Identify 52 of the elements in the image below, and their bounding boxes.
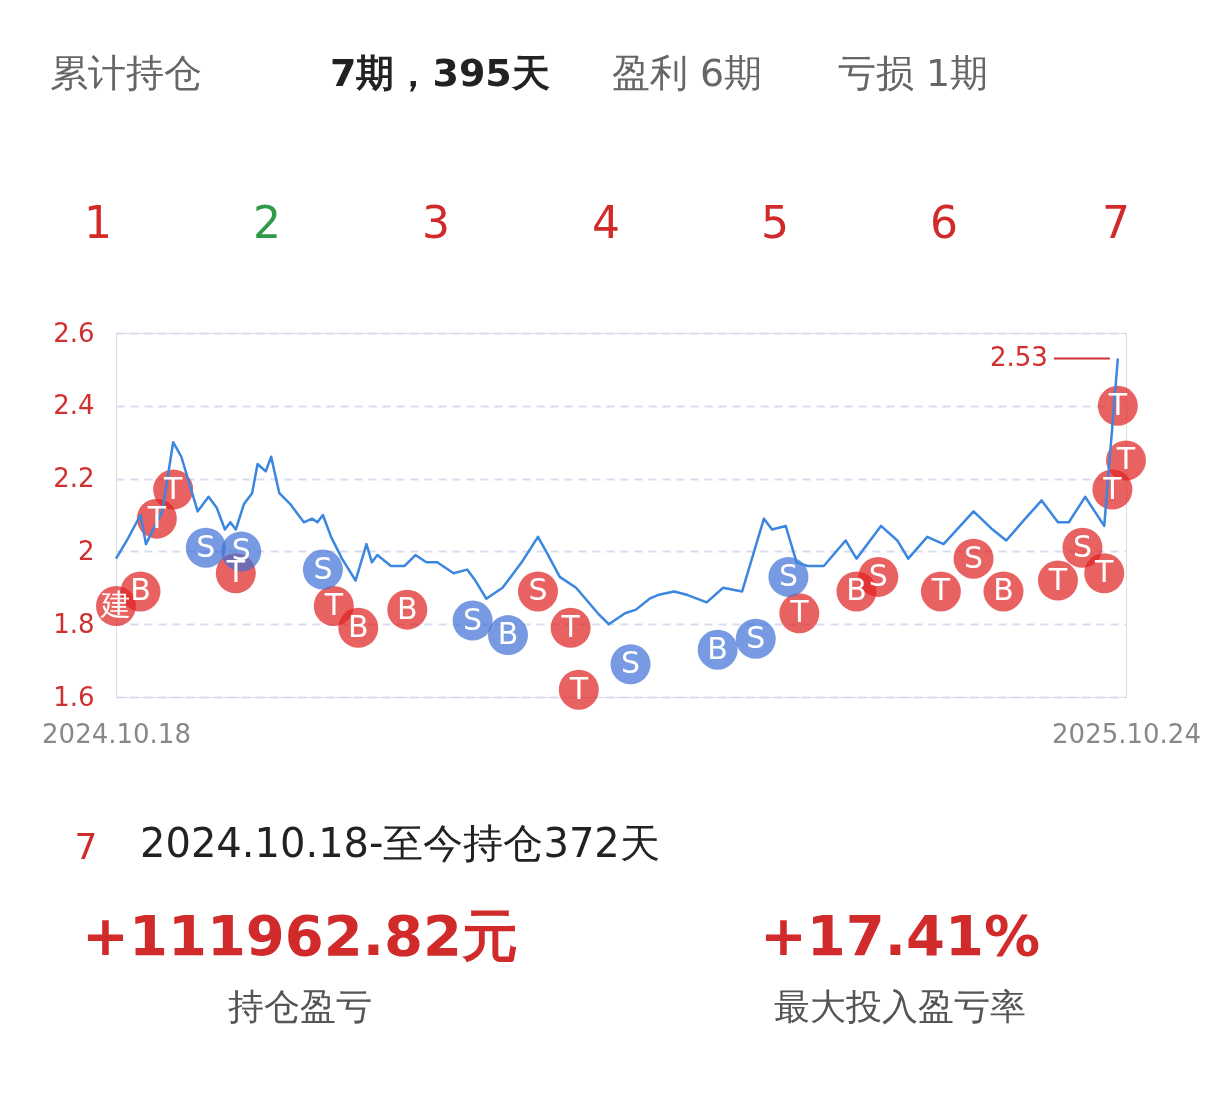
text: 亏损 1期 — [838, 51, 989, 95]
data-label: B — [347, 608, 369, 644]
text: 最大投入盈亏率 — [774, 986, 1026, 1027]
data-label: T — [930, 572, 951, 608]
data-label: B — [130, 572, 151, 608]
text: 1 — [84, 197, 112, 248]
data-label: S — [528, 572, 548, 608]
x-tick-label: 2024.10.18 — [42, 718, 191, 749]
text: 5 — [761, 197, 789, 248]
data-label: T — [1094, 554, 1115, 590]
data-label: T — [560, 608, 581, 644]
data-label: S — [621, 645, 641, 681]
text: +111962.82元 — [82, 903, 518, 968]
text: 3 — [422, 197, 450, 248]
data-label: B — [993, 572, 1014, 608]
data-label: T — [789, 594, 810, 630]
data-label: S — [463, 601, 483, 637]
text: 6 — [930, 197, 958, 248]
y-tick-label: 2.4 — [53, 390, 95, 421]
y-tick-label: 2.6 — [53, 317, 95, 348]
data-label: B — [846, 572, 867, 608]
y-tick-label: 1.6 — [53, 681, 95, 712]
y-tick-label: 2 — [77, 535, 95, 566]
data-label: B — [497, 616, 519, 652]
text: 4 — [592, 197, 620, 248]
annotation: 2.53 — [989, 342, 1048, 373]
data-label: T — [1047, 561, 1068, 597]
x-tick-label: 2025.10.24 — [1052, 718, 1201, 749]
data-label: S — [778, 557, 798, 593]
text: 2024.10.18-至今持仓372天 — [140, 820, 660, 866]
data-label: S — [868, 557, 888, 593]
text: 7期，395天 — [330, 51, 550, 95]
data-label: B — [397, 590, 418, 626]
data-label: S — [196, 528, 216, 564]
data-label: 建 — [100, 587, 131, 622]
text: 2 — [253, 197, 281, 248]
data-label: T — [323, 587, 344, 622]
data-label: S — [313, 550, 333, 586]
data-label: B — [707, 630, 728, 666]
text: 盈利 6期 — [612, 51, 763, 95]
data-label: T — [1115, 441, 1136, 477]
data-label: S — [746, 619, 766, 655]
text: 7 — [74, 826, 98, 867]
y-tick-label: 1.8 — [53, 608, 95, 639]
data-label: S — [964, 539, 984, 575]
text: +17.41% — [759, 903, 1041, 968]
text: 累计持仓 — [50, 51, 202, 95]
data-label: S — [1072, 528, 1092, 564]
text: 持仓盈亏 — [228, 986, 372, 1027]
text: 7 — [1102, 197, 1130, 248]
data-label: T — [568, 670, 589, 706]
y-tick-label: 2.2 — [53, 463, 95, 494]
